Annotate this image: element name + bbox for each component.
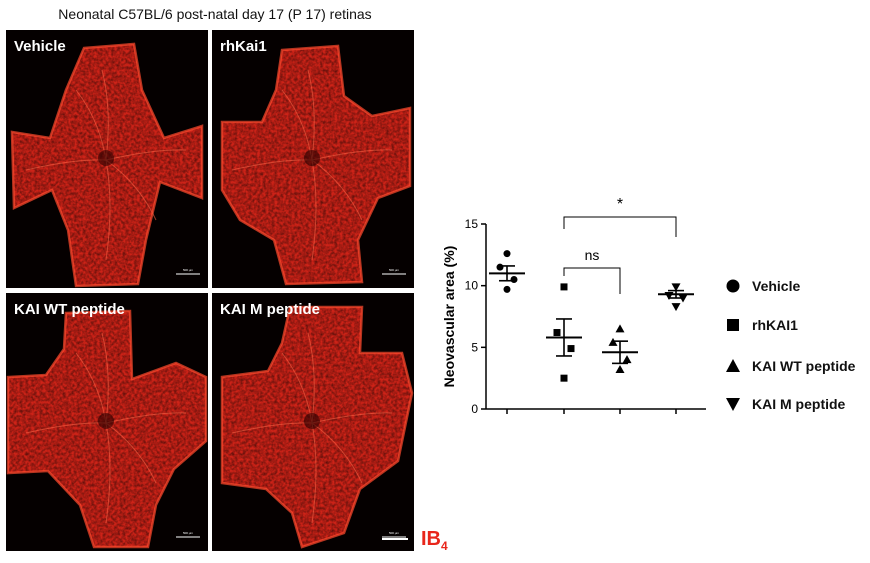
retina-texture: [222, 46, 410, 284]
blood-vessel: [307, 69, 315, 161]
y-axis-label: Neovascular area (%): [441, 246, 457, 388]
legend-label: rhKAI1: [752, 317, 798, 333]
y-tick-label: 0: [471, 402, 478, 416]
legend-label: KAI M peptide: [752, 396, 846, 412]
panel-label: rhKai1: [220, 38, 267, 55]
retina-panel-rhkai1: rhKai1 500 μm: [212, 30, 414, 288]
triangle-down-marker-icon: [726, 398, 740, 411]
panel-label: KAI WT peptide: [14, 301, 125, 318]
blood-vessel: [105, 422, 157, 484]
data-point: [678, 294, 688, 303]
data-point: [567, 345, 575, 353]
legend-label: KAI WT peptide: [752, 358, 856, 374]
panel-label: KAI M peptide: [220, 301, 320, 318]
legend-item-kai-wt: KAI WT peptide: [724, 354, 870, 378]
optic-disc: [304, 413, 320, 429]
legend-label: Vehicle: [752, 278, 801, 294]
vessel-group: [25, 69, 187, 261]
figure-title: Neonatal C57BL/6 post-natal day 17 (P 17…: [58, 6, 372, 22]
retina-panel-vehicle: Vehicle 500 μm: [6, 30, 208, 288]
stain-main: IB: [421, 528, 441, 550]
retina-panel-kai-m: KAI M peptide 500 μm: [212, 293, 414, 551]
legend-item-vehicle: Vehicle: [724, 274, 870, 298]
data-point: [553, 329, 561, 337]
data-point: [560, 283, 568, 291]
significance-bracket: [563, 216, 677, 237]
square-marker-icon: [727, 319, 739, 331]
neovascular-area-chart: 0 5 10 15 Neovascular area (%) ns *: [441, 196, 706, 416]
scale-bar: [382, 538, 408, 540]
data-point: [503, 285, 511, 293]
data-point: [560, 374, 568, 382]
blood-vessel: [311, 149, 393, 161]
blood-vessel: [311, 159, 363, 221]
blood-vessel: [105, 149, 187, 161]
blood-vessel: [105, 159, 157, 221]
optic-disc: [98, 150, 114, 166]
y-tick-label: 5: [471, 340, 478, 354]
optic-disc: [304, 150, 320, 166]
significance-label: *: [617, 196, 623, 213]
retina-edge: [220, 44, 412, 286]
significance-label: ns: [585, 247, 600, 263]
stain-subscript: 4: [441, 539, 448, 553]
data-point: [615, 324, 625, 333]
blood-vessel: [105, 412, 187, 424]
data-point: [622, 355, 632, 364]
data-point: [664, 292, 674, 301]
data-point: [503, 250, 511, 258]
blood-vessel: [105, 159, 111, 261]
data-point: [496, 263, 504, 271]
blood-vessel: [311, 412, 393, 424]
triangle-up-marker-icon: [726, 359, 740, 372]
data-point: [671, 283, 681, 292]
blood-vessel: [307, 332, 315, 424]
data-point: [671, 303, 681, 312]
blood-vessel: [105, 422, 111, 524]
blood-vessel: [101, 332, 109, 424]
scale-bar-label: 500 μm: [183, 531, 194, 535]
stain-label: IB4: [421, 528, 448, 553]
blood-vessel: [311, 422, 363, 484]
retina-edge: [10, 42, 204, 288]
legend-item-kai-m: KAI M peptide: [724, 392, 870, 416]
scale-bar-label: 500 μm: [389, 531, 400, 535]
y-tick-label: 15: [465, 217, 479, 231]
data-point: [510, 276, 518, 283]
retina-panel-kai-wt: KAI WT peptide 500 μm: [6, 293, 208, 551]
retina-image: 500 μm: [220, 44, 412, 286]
circle-marker-icon: [726, 279, 740, 293]
retina-image: 500 μm: [10, 42, 204, 288]
retina-edge: [220, 305, 414, 549]
blood-vessel: [311, 159, 317, 261]
significance-bracket: [563, 267, 621, 294]
scale-bar-label: 500 μm: [389, 268, 400, 272]
blood-vessel: [311, 422, 317, 524]
panel-label: Vehicle: [14, 38, 66, 55]
data-point: [608, 337, 618, 346]
scale-bar-label: 500 μm: [183, 268, 194, 272]
legend-item-rhkai1: rhKAI1: [724, 313, 870, 337]
retina-edge: [6, 309, 208, 549]
retina-image: 500 μm: [6, 309, 208, 549]
data-point: [615, 365, 625, 374]
retina-image: 500 μm: [220, 305, 414, 549]
optic-disc: [98, 413, 114, 429]
blood-vessel: [101, 69, 109, 161]
y-tick-label: 10: [465, 279, 479, 293]
